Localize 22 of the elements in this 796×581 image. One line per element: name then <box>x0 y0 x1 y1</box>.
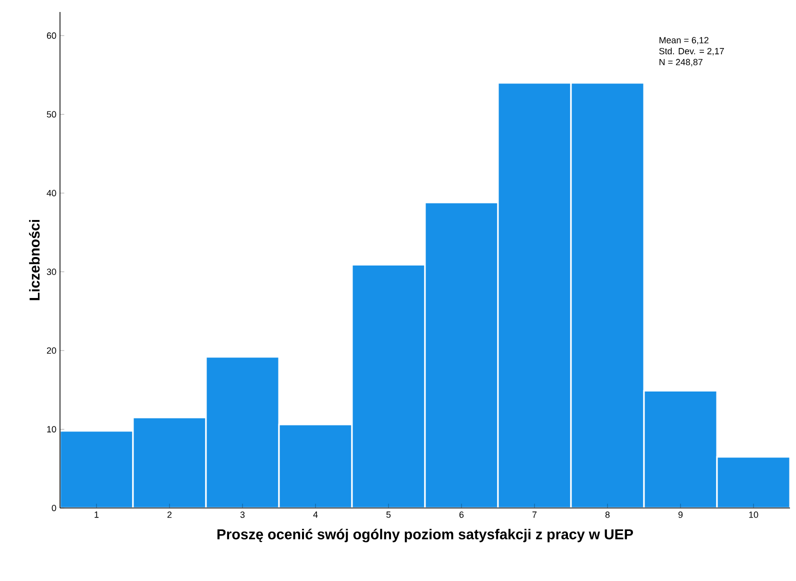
x-tick-label: 2 <box>167 512 172 518</box>
x-axis-title: Proszę ocenić swój ogólny poziom satysfakcji z pracy w UEP <box>217 528 633 542</box>
annotation: Mean = 6,12 <box>660 36 708 44</box>
x-tick-label: 5 <box>386 512 391 518</box>
x-tick-label: 3 <box>240 512 245 518</box>
x-tick-label: 4 <box>313 512 318 518</box>
x-tick-label: 6 <box>459 512 464 518</box>
x-tick-label: 8 <box>605 512 610 518</box>
x-tick-label: 9 <box>678 512 683 518</box>
y-tick-label: 50 <box>46 111 56 118</box>
x-tick-label: 7 <box>532 512 537 518</box>
y-tick-label: 30 <box>46 268 56 275</box>
y-tick-label: 40 <box>46 190 56 196</box>
y-tick-label: 20 <box>46 347 56 354</box>
y-tick-label: 60 <box>46 32 56 39</box>
x-tick-label: 10 <box>749 512 758 518</box>
y-axis-title: Liczebności <box>29 220 40 300</box>
x-tick-label: 1 <box>94 512 99 518</box>
y-tick-label: 0 <box>52 504 56 512</box>
annotation: N = 248,87 <box>660 58 702 66</box>
y-tick-label: 10 <box>47 426 56 432</box>
annotation: Std. Dev. = 2,17 <box>659 48 724 56</box>
